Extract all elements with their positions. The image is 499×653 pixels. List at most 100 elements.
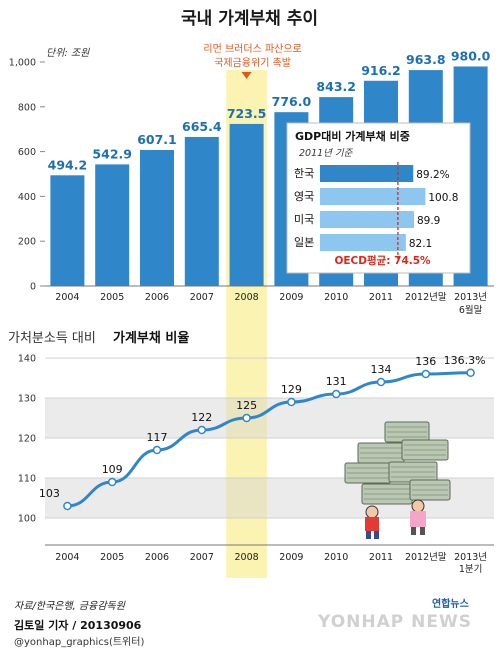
line-ytick-label: 100 xyxy=(18,514,36,525)
line-chart-title-bold: 가계부채 비율 xyxy=(113,330,189,346)
bar-ytick-label: 200 xyxy=(18,237,36,248)
watermark: YONHAP NEWS xyxy=(318,612,472,632)
bar-value-label: 963.8 xyxy=(406,52,446,67)
bar-category-label: 2008 xyxy=(235,292,259,303)
bar-2005 xyxy=(95,164,130,286)
reporter-credit: 김토일 기자 / 20130906 xyxy=(14,619,142,632)
inset-bar-한국 xyxy=(320,165,414,182)
money-illustration xyxy=(344,421,451,539)
bar-value-label: 776.0 xyxy=(272,94,312,109)
line-point xyxy=(197,425,207,435)
bar-category-label: 2011 xyxy=(369,292,393,303)
bar-value-label: 980.0 xyxy=(451,48,491,63)
line-point xyxy=(331,389,341,399)
line-ytick-label: 130 xyxy=(18,394,36,405)
bar-category-label: 2004 xyxy=(55,292,79,303)
money-stack-block xyxy=(410,511,426,527)
money-stack-block xyxy=(411,499,425,513)
bar-ytick-label: 0 xyxy=(30,282,36,293)
line-value-label: 117 xyxy=(147,431,168,444)
yonhap-logo: 연합뉴스 xyxy=(432,599,469,610)
oecd-average-label: OECD평균: 74.5% xyxy=(334,254,431,267)
bar-2006 xyxy=(140,150,174,286)
line-value-label: 136 xyxy=(415,355,436,368)
line-value-label: 129 xyxy=(281,383,302,396)
line-category-label: 2012년말 xyxy=(405,551,447,563)
bar-2008 xyxy=(229,123,264,286)
bar-ytick-label: 400 xyxy=(18,192,36,203)
inset-value-label: 100.8 xyxy=(428,192,458,204)
money-stack-block xyxy=(420,527,425,535)
bar-category-label: 2007 xyxy=(190,292,214,303)
money-stack-block xyxy=(411,527,416,535)
line-point xyxy=(242,413,251,423)
bar-value-label: 542.9 xyxy=(92,146,132,161)
line-value-label: 103 xyxy=(39,487,60,500)
line-category-label: 2010 xyxy=(324,552,348,563)
bar-value-label: 723.5 xyxy=(227,106,267,121)
line-category-label: 2011 xyxy=(369,552,393,563)
line-point xyxy=(421,369,431,379)
line-point xyxy=(152,445,162,455)
line-value-label: 122 xyxy=(191,411,212,424)
lehman-annotation: 리먼 브러더스 파산으로 xyxy=(203,43,301,55)
inset-category-label: 한국 xyxy=(294,167,314,180)
line-value-label: 125 xyxy=(236,399,257,412)
bar-value-label: 494.2 xyxy=(48,157,88,172)
line-category-label: 2006 xyxy=(145,552,169,563)
money-stack-block xyxy=(374,531,379,539)
bar-category-label: 2010 xyxy=(324,292,348,303)
inset-value-label: 89.9 xyxy=(417,215,440,227)
debt-ratio-line xyxy=(67,371,471,508)
bar-category-label: 2009 xyxy=(279,292,303,303)
line-value-label: 109 xyxy=(102,463,123,476)
unit-label: 단위: 조원 xyxy=(46,47,90,59)
bar-category-label: 2012년말 xyxy=(405,291,447,303)
line-category-label: 2008 xyxy=(235,552,259,563)
line-point xyxy=(287,397,296,407)
bar-ytick-label: 800 xyxy=(18,102,36,113)
inset-bar-영국 xyxy=(320,188,426,205)
line-category-label: 1분기 xyxy=(459,564,483,575)
bar-value-label: 843.2 xyxy=(316,79,356,94)
line-ytick-label: 140 xyxy=(18,354,36,365)
inset-category-label: 미국 xyxy=(294,213,314,226)
source-note: 자료/한국은행, 금융감독원 xyxy=(14,601,125,612)
inset-subtitle: 2011년 기준 xyxy=(299,148,354,159)
line-point xyxy=(466,368,475,378)
bar-ytick-label: 600 xyxy=(18,147,36,158)
bar-2007 xyxy=(184,136,219,286)
inset-value-label: 89.2% xyxy=(416,169,449,181)
bar-category-label: 2006 xyxy=(145,292,169,303)
inset-category-label: 일본 xyxy=(294,235,314,249)
money-stack-block xyxy=(365,505,379,519)
line-ytick-label: 120 xyxy=(18,434,36,445)
bar-2004 xyxy=(50,175,85,286)
bar-category-label: 2013년 xyxy=(454,292,487,303)
bar-ytick-label: 1,000 xyxy=(9,58,36,69)
inset-value-label: 82.1 xyxy=(409,238,432,250)
bar-value-label: 607.1 xyxy=(137,132,177,147)
bar-value-label: 916.2 xyxy=(361,63,401,78)
annotation-arrow xyxy=(241,72,252,79)
line-point xyxy=(107,477,117,487)
line-value-label: 134 xyxy=(371,363,392,376)
line-point xyxy=(63,501,72,511)
line-category-label: 2007 xyxy=(190,552,214,563)
bar-category-label: 2005 xyxy=(100,292,124,303)
bar-value-label: 665.4 xyxy=(182,119,222,134)
inset-bar-일본 xyxy=(320,234,406,251)
inset-title: GDP대비 가계부채 비중 xyxy=(295,129,410,143)
line-value-label: 131 xyxy=(326,375,347,388)
line-category-label: 2004 xyxy=(55,552,79,563)
page-title: 국내 가계부채 추이 xyxy=(181,9,318,29)
line-chart-title: 가처분소득 대비 xyxy=(8,331,96,346)
line-category-label: 2013년 xyxy=(454,552,487,563)
line-value-label: 136.3% xyxy=(444,354,486,367)
line-category-label: 2009 xyxy=(279,552,303,563)
line-category-label: 2005 xyxy=(100,552,124,563)
inset-bar-미국 xyxy=(320,211,414,228)
line-point xyxy=(376,377,386,387)
line-ytick-label: 110 xyxy=(18,474,36,485)
